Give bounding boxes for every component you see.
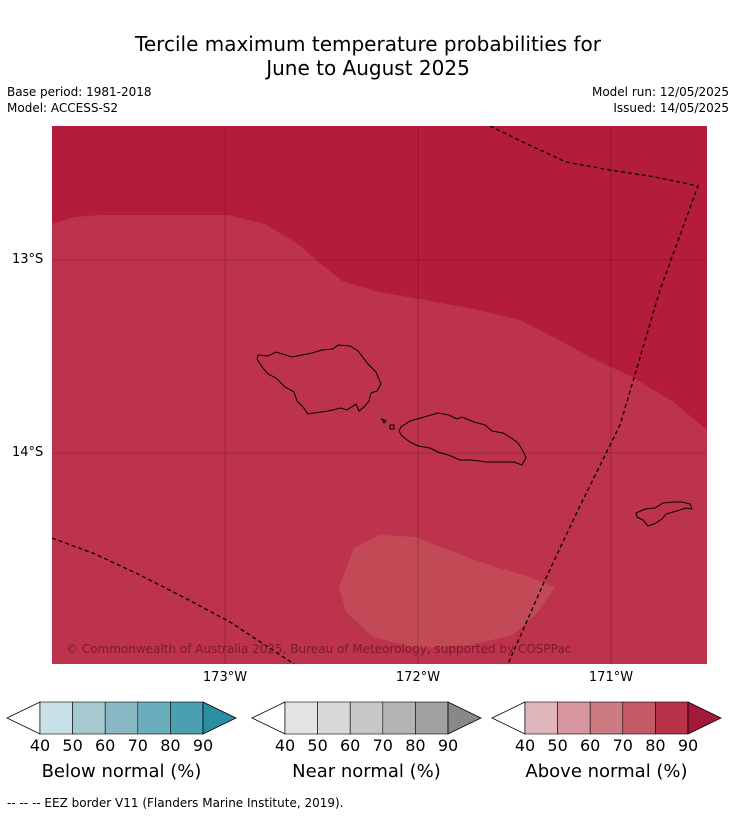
above-colorbar-segment [655, 701, 689, 735]
issued-text: Issued: 14/05/2025 [613, 101, 729, 115]
near-colorbar-tick: 40 [274, 736, 296, 755]
tutuila-island [635, 501, 693, 527]
below-colorbar-segment [104, 701, 139, 735]
below-colorbar-tick: 40 [29, 736, 51, 755]
model-run-text: Model run: 12/05/2025 [591, 85, 729, 99]
near-colorbar-tick: 60 [340, 736, 361, 755]
map-body [52, 126, 707, 664]
above-colorbar-segment [557, 701, 591, 735]
near-colorbar-segment [415, 701, 449, 735]
islands [256, 344, 693, 527]
lon-label-173w: 173°W [202, 670, 248, 685]
savaii-island [256, 344, 382, 415]
above-colorbar-right-extension [687, 701, 722, 735]
below-colorbar-title: Below normal (%) [41, 761, 202, 782]
near-colorbar-right-extension [447, 701, 482, 735]
copyright-text: © Commonwealth of Australia 2025, Bureau… [66, 642, 572, 656]
map-title-line2: June to August 2025 [266, 56, 470, 80]
manono-island [380, 417, 387, 424]
base-period-text: Base period: 1981-2018 [7, 85, 152, 99]
lon-label-172w: 172°W [395, 670, 441, 685]
meta-left: Base period: 1981-2018 Model: ACCESS-S2 [7, 84, 152, 116]
below-colorbar-tick: 90 [192, 736, 214, 755]
near-colorbar-segment [382, 701, 416, 735]
above-colorbar-segment [589, 701, 624, 735]
apolima-island [389, 424, 395, 430]
above-colorbar-tick: 50 [547, 736, 568, 755]
above-colorbar-left-extension [491, 701, 526, 735]
above-colorbar-tick: 90 [677, 736, 699, 755]
above-colorbar-title: Above normal (%) [525, 761, 688, 782]
above-colorbar-tick: 70 [612, 736, 633, 755]
near-colorbar-segment [284, 701, 318, 735]
below-colorbar-tick: 80 [160, 736, 181, 755]
lon-label-171w: 171°W [588, 670, 634, 685]
above-colorbar-tick: 40 [514, 736, 536, 755]
near-colorbar-title: Near normal (%) [292, 761, 441, 782]
above-colorbar-segment [622, 701, 656, 735]
below-colorbar-tick: 60 [95, 736, 116, 755]
near-colorbar-segment [317, 701, 351, 735]
below-colorbar-segment [170, 701, 204, 735]
map-title-line1: Tercile maximum temperature probabilitie… [135, 32, 601, 56]
below-colorbar-tick: 50 [62, 736, 83, 755]
below-colorbar-right-extension [202, 701, 237, 735]
lat-label-13s: 13°S [12, 252, 44, 267]
above-colorbar-tick: 80 [645, 736, 666, 755]
below-colorbar-segment [72, 701, 106, 735]
near-colorbar-left-extension [251, 701, 286, 735]
near-colorbar-tick: 90 [437, 736, 459, 755]
meta-right: Model run: 12/05/2025 Issued: 14/05/2025 [592, 84, 729, 116]
lat-label-14s: 14°S [12, 445, 44, 460]
near-colorbar-tick: 70 [372, 736, 393, 755]
region-above-60-70 [339, 535, 555, 648]
colorbars [6, 701, 722, 735]
graticule [52, 126, 707, 664]
below-colorbar-segment [39, 701, 73, 735]
near-colorbar-segment [349, 701, 384, 735]
below-colorbar-segment [137, 701, 171, 735]
below-colorbar-tick: 70 [127, 736, 148, 755]
legend-footer: -- -- -- EEZ border V11 (Flanders Marine… [7, 796, 344, 810]
region-above-70-80 [52, 215, 707, 664]
below-colorbar-left-extension [6, 701, 41, 735]
above-colorbar-segment [524, 701, 558, 735]
near-colorbar-tick: 50 [307, 736, 328, 755]
upolu-island [398, 412, 527, 466]
near-colorbar-tick: 80 [405, 736, 426, 755]
model-text: Model: ACCESS-S2 [7, 101, 119, 115]
above-colorbar-tick: 60 [580, 736, 601, 755]
eez-border [52, 126, 699, 664]
